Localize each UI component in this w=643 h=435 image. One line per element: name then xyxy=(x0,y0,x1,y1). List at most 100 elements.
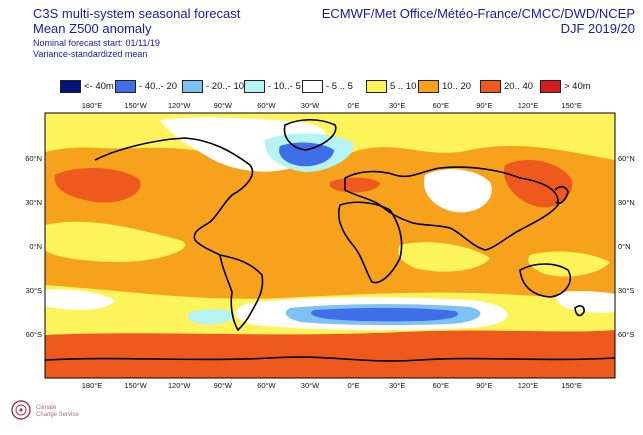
legend-label: 10.. 20 xyxy=(442,81,472,92)
coast-south-america xyxy=(219,254,264,331)
field-south-blue xyxy=(310,307,459,322)
method-note: Variance-standardized mean xyxy=(33,49,148,59)
legend-item: 5 .. 10 xyxy=(366,80,416,94)
lon-tick-label: 60°E xyxy=(433,101,449,110)
lon-tick-label: 90°W xyxy=(214,101,233,110)
legend-swatch xyxy=(480,80,501,93)
legend-swatch xyxy=(366,80,387,93)
centres: ECMWF/Met Office/Météo-France/CMCC/DWD/N… xyxy=(321,6,635,21)
lat-tick-label: 60°N xyxy=(618,154,635,163)
lon-tick-label: 60°W xyxy=(257,101,276,110)
lon-tick-label: 60°E xyxy=(433,381,449,390)
field-tropic-yellow-w xyxy=(45,221,186,262)
lon-tick-label: 0°E xyxy=(348,381,360,390)
legend-swatch xyxy=(244,80,265,93)
legend-swatch xyxy=(302,80,323,93)
field-antarctic-red xyxy=(45,349,615,378)
legend-item: > 40m xyxy=(540,80,591,94)
field-eastasia-red xyxy=(504,160,573,208)
lat-ticks-left: 60°N 30°N 0°N 30°S 60°S xyxy=(25,154,42,339)
legend-item: - 20..- 10 xyxy=(182,80,244,94)
coast-eurasia xyxy=(344,166,559,251)
field-pacific-red xyxy=(54,168,141,203)
lon-ticks-top: 180°E 150°W 120°W 90°W 60°W 30°W 0°E 30°E 60°E 90… xyxy=(82,101,582,110)
legend-item: - 5 .. 5 xyxy=(302,80,353,94)
lon-tick-label: 0°E xyxy=(348,101,360,110)
field-south-white-w xyxy=(45,289,115,310)
legend-label: - 20..- 10 xyxy=(206,81,245,92)
season: DJF 2019/20 xyxy=(560,21,635,36)
title: C3S multi-system seasonal forecast xyxy=(33,6,241,21)
legend-label: 20.. 40 xyxy=(504,81,534,92)
field-asia-white xyxy=(423,169,492,213)
lat-tick-label: 0°N xyxy=(29,242,42,251)
lon-tick-label: 30°E xyxy=(389,381,405,390)
legend-item: <- 40m xyxy=(60,80,114,94)
lat-tick-label: 30°N xyxy=(25,198,42,207)
subtitle: Mean Z500 anomaly xyxy=(33,21,152,36)
color-legend: <- 40m - 40..- 20 - 20..- 10 - 10..- 5 - 5 .… xyxy=(60,80,600,96)
lon-tick-label: 180°E xyxy=(82,381,103,390)
lon-tick-label: 120°W xyxy=(168,101,192,110)
lon-tick-label: 150°E xyxy=(561,381,582,390)
legend-swatch xyxy=(182,80,203,93)
lat-tick-label: 30°S xyxy=(26,286,42,295)
legend-label: - 40..- 20 xyxy=(139,81,178,92)
legend-label: <- 40m xyxy=(84,81,114,92)
lon-tick-label: 150°W xyxy=(124,101,148,110)
lat-tick-label: 30°N xyxy=(618,198,635,207)
lon-tick-label: 120°E xyxy=(518,101,539,110)
coast-new-zealand xyxy=(574,305,585,317)
map-frame xyxy=(44,112,616,379)
lon-tick-label: 120°E xyxy=(518,381,539,390)
legend-swatch xyxy=(60,80,81,93)
lon-tick-label: 30°W xyxy=(301,381,320,390)
coastlines xyxy=(45,118,615,362)
field-tropic-yellow-pac xyxy=(528,251,610,277)
lon-tick-label: 30°E xyxy=(389,101,405,110)
legend-label: - 10..- 5 xyxy=(268,81,301,92)
lon-tick-label: 90°W xyxy=(214,381,233,390)
legend-item: - 40..- 20 xyxy=(115,80,177,94)
coast-greenland xyxy=(283,118,337,151)
lon-tick-label: 120°W xyxy=(168,381,192,390)
field-europe-red xyxy=(329,177,380,193)
lon-tick-label: 30°W xyxy=(301,101,320,110)
legend-swatch xyxy=(418,80,439,93)
centres-block: ECMWF/Met Office/Météo-France/CMCC/DWD/N… xyxy=(322,6,635,36)
lat-tick-label: 60°N xyxy=(25,154,42,163)
field-tropic-yellow-e xyxy=(398,242,490,272)
field-south-cyan-w xyxy=(188,309,235,325)
lat-tick-label: 30°S xyxy=(618,286,634,295)
lat-tick-label: 60°S xyxy=(26,330,42,339)
coast-africa xyxy=(337,201,403,284)
forecast-start: Nominal forecast start: 01/11/19 xyxy=(33,38,160,48)
coast-japan xyxy=(554,186,569,205)
field-atlantic-blue xyxy=(279,142,334,167)
lon-tick-label: 150°E xyxy=(561,101,582,110)
lon-tick-label: 90°E xyxy=(476,381,492,390)
legend-item: 10.. 20 xyxy=(418,80,471,94)
coast-north-america xyxy=(94,137,254,256)
logo-text: Climate Change Service xyxy=(36,405,79,418)
coast-australia xyxy=(519,263,572,298)
lat-ticks-right: 60°N 30°N 0°N 30°S 60°S xyxy=(618,154,635,339)
copernicus-logo: Climate Change Service xyxy=(8,396,108,430)
lon-tick-label: 180°E xyxy=(82,101,103,110)
legend-swatch xyxy=(540,80,561,93)
lon-tick-label: 60°W xyxy=(257,381,276,390)
legend-item: 20.. 40 xyxy=(480,80,533,94)
legend-item: - 10..- 5 xyxy=(244,80,301,94)
coast-antarctica xyxy=(45,356,615,362)
lon-ticks-bottom: 180°E 150°W 120°W 90°W 60°W 30°W 0°E 30°E 60°E 90… xyxy=(82,381,582,390)
lat-tick-label: 0°N xyxy=(618,242,631,251)
logo-mark-icon xyxy=(11,400,31,420)
legend-swatch xyxy=(115,80,136,93)
lat-tick-label: 60°S xyxy=(618,330,634,339)
legend-label: 5 .. 10 xyxy=(390,81,417,92)
field-south-white-e xyxy=(556,291,615,313)
legend-label: - 5 .. 5 xyxy=(326,81,353,92)
anomaly-field xyxy=(45,113,615,378)
lon-tick-label: 90°E xyxy=(476,101,492,110)
